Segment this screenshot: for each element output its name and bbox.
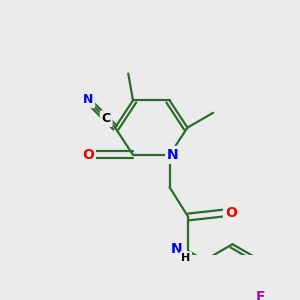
- Text: C: C: [102, 112, 111, 125]
- Text: O: O: [82, 148, 94, 162]
- Text: N: N: [167, 148, 179, 162]
- Text: F: F: [256, 290, 265, 300]
- Text: O: O: [225, 206, 237, 220]
- Text: N: N: [171, 242, 182, 256]
- Text: N: N: [83, 93, 93, 106]
- Text: H: H: [181, 253, 190, 263]
